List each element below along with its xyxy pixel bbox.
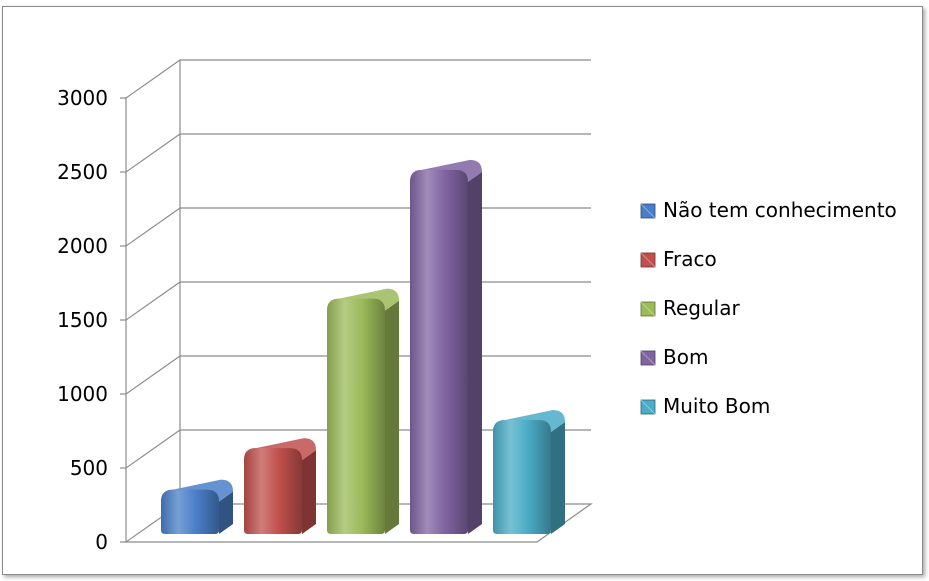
legend-label: Bom [663, 345, 708, 369]
gridline [125, 59, 591, 99]
gridlines [125, 59, 591, 469]
legend-swatch-highlight [640, 203, 656, 219]
bar-front [327, 298, 385, 534]
legend-swatch-highlight [640, 350, 656, 366]
bar-front [410, 169, 468, 535]
bar-side [302, 450, 316, 534]
y-axis: 0 500 1000 1500 2000 2500 3000 [57, 86, 127, 554]
bar-front [244, 448, 302, 534]
legend-swatch-highlight [640, 399, 656, 415]
y-tick-label: 2500 [57, 160, 108, 184]
bar-side [551, 422, 565, 534]
legend-label: Fraco [663, 247, 717, 271]
bar-front [161, 489, 219, 534]
gridline [125, 133, 591, 173]
gridline [125, 207, 591, 247]
y-tick-label: 3000 [57, 86, 108, 110]
legend-swatch-highlight [640, 252, 656, 268]
legend-item: Muito Bom [640, 394, 770, 418]
bar-side [219, 491, 233, 534]
bar [244, 438, 316, 534]
bar-side [468, 171, 482, 535]
y-tick-label: 2000 [57, 234, 108, 258]
bar [161, 479, 233, 534]
bar [410, 159, 482, 535]
y-tick-label: 1000 [57, 382, 108, 406]
legend-item: Fraco [640, 247, 717, 271]
legend-swatch-highlight [640, 301, 656, 317]
legend-item: Regular [640, 296, 740, 320]
legend-label: Muito Bom [663, 394, 770, 418]
chart-frame: 0 500 1000 1500 2000 2500 3000 Não tem conheci… [2, 6, 923, 575]
y-tick-label: 1500 [57, 308, 108, 332]
legend-item: Não tem conhecimento [640, 198, 897, 222]
y-tick-label: 500 [70, 456, 108, 480]
legend: Não tem conhecimento Fraco Regular Bom Muito… [640, 198, 897, 418]
bar-side [385, 300, 399, 534]
bars [161, 159, 565, 535]
bar-front [493, 420, 551, 534]
bar-chart: 0 500 1000 1500 2000 2500 3000 Não tem conheci… [57, 59, 897, 554]
legend-label: Regular [663, 296, 740, 320]
bar [493, 410, 565, 534]
y-tick-label: 0 [95, 530, 108, 554]
legend-item: Bom [640, 345, 708, 369]
bar [327, 288, 399, 534]
legend-label: Não tem conhecimento [663, 198, 897, 222]
